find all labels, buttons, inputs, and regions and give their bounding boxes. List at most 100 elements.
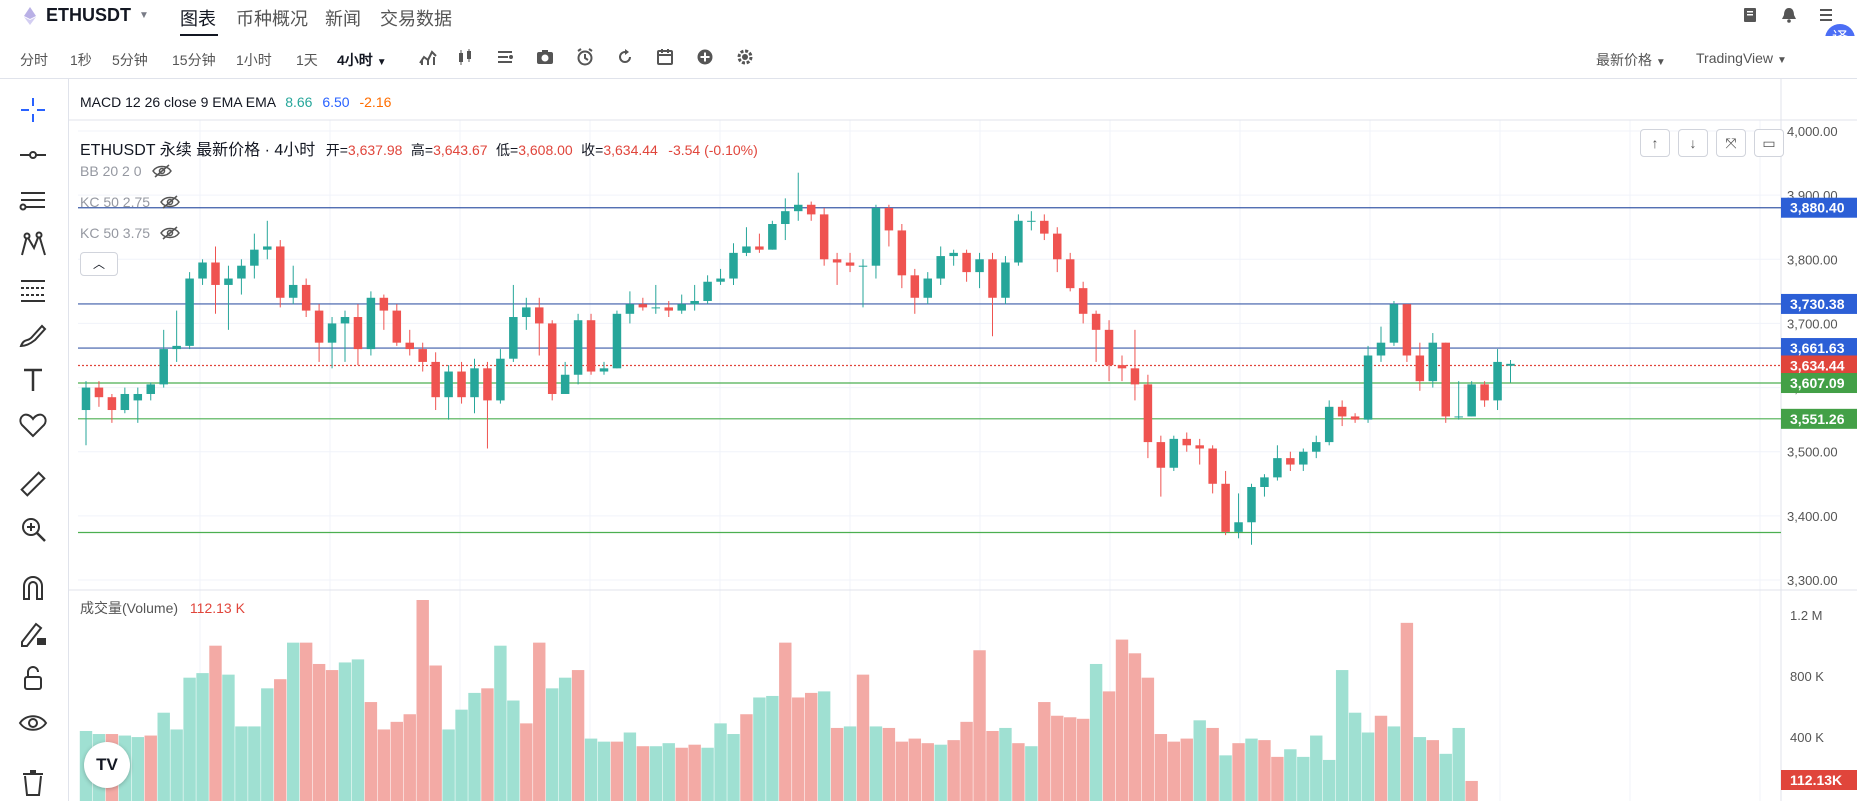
magnet-icon[interactable] xyxy=(18,573,48,603)
volume-bar xyxy=(882,727,896,801)
arrow-down-icon[interactable]: ↓ xyxy=(1678,129,1708,157)
zoom-in-icon[interactable] xyxy=(18,514,48,544)
candle-body xyxy=(496,358,505,401)
candle-body xyxy=(1053,233,1062,260)
interval-4h[interactable]: 4小时 ▼ xyxy=(337,50,387,70)
interval-1d[interactable]: 1天 xyxy=(296,52,318,68)
macd-legend[interactable]: MACD 12 26 close 9 EMA EMA 8.66 6.50 -2.… xyxy=(80,94,391,110)
candle-body xyxy=(1260,477,1269,487)
candlestick-series xyxy=(81,172,1515,545)
candle-body xyxy=(81,387,91,411)
trash-icon[interactable] xyxy=(18,767,48,797)
candle-body xyxy=(1441,342,1450,417)
chart-engine-selector[interactable]: TradingView ▼ xyxy=(1696,50,1787,66)
volume-bar xyxy=(1323,759,1336,801)
price-level-label: 3,730.38 xyxy=(1790,296,1845,312)
candle-body xyxy=(1065,259,1075,289)
candle-body xyxy=(1286,458,1295,465)
eye-hidden-icon[interactable] xyxy=(151,164,172,178)
volume-bar xyxy=(1361,732,1375,801)
collapse-pane-icon[interactable]: ⤧ xyxy=(1716,129,1746,157)
chart-engine-label: TradingView xyxy=(1696,50,1774,66)
volume-bar xyxy=(843,726,857,801)
replay-icon[interactable] xyxy=(615,47,635,67)
add-circle-icon[interactable] xyxy=(695,47,715,67)
interval-1s[interactable]: 1秒 xyxy=(70,52,92,68)
price-type-selector[interactable]: 最新价格 ▼ xyxy=(1596,50,1666,70)
brush-icon[interactable] xyxy=(18,320,48,350)
candle-body xyxy=(366,297,376,350)
settings-icon[interactable] xyxy=(1817,6,1835,24)
note-icon[interactable] xyxy=(1741,6,1759,24)
tradingview-logo[interactable]: TV xyxy=(84,742,130,788)
heart-icon[interactable] xyxy=(18,410,48,440)
volume-bar xyxy=(1012,743,1025,801)
volume-bar xyxy=(507,700,520,801)
volume-bar xyxy=(649,746,662,801)
candle-body xyxy=(845,262,855,266)
alert-icon[interactable] xyxy=(1780,6,1798,24)
candle-body xyxy=(599,368,609,372)
interval-5m[interactable]: 5分钟 xyxy=(112,52,148,68)
candle-body xyxy=(405,342,414,350)
fib-retracement-icon[interactable] xyxy=(18,275,48,305)
candlestick-icon[interactable] xyxy=(455,47,475,67)
bb-indicator[interactable]: BB 20 2 0 xyxy=(80,163,172,179)
volume-bar xyxy=(1258,740,1271,801)
legend-high-label: 高= xyxy=(410,142,434,158)
candle-body xyxy=(1376,342,1386,356)
price-level-badge xyxy=(1781,373,1857,394)
candle-body xyxy=(1247,486,1256,523)
maximize-pane-icon[interactable]: ▭ xyxy=(1754,129,1784,157)
pattern-icon[interactable] xyxy=(18,230,48,260)
kc1-indicator[interactable]: KC 50 2.75 xyxy=(80,194,180,210)
volume-bar xyxy=(1439,753,1452,801)
tab-overview[interactable]: 币种概况 xyxy=(236,9,308,29)
price-axis: 4,000.003,900.003,800.003,700.003,600.00… xyxy=(1781,124,1857,790)
interval-15m[interactable]: 15分钟 xyxy=(172,52,216,68)
candle-body xyxy=(1104,329,1114,366)
candle-body xyxy=(535,307,544,324)
volume-bar xyxy=(830,727,844,801)
volume-bar xyxy=(856,674,870,801)
candle-body xyxy=(768,224,777,250)
calendar-icon[interactable] xyxy=(655,47,675,67)
candle-body xyxy=(651,307,661,309)
tab-chart[interactable]: 图表 xyxy=(180,9,216,29)
crosshair-icon[interactable] xyxy=(18,95,48,125)
candle-body xyxy=(509,317,518,359)
volume-bar xyxy=(584,738,598,801)
alarm-icon[interactable] xyxy=(575,47,595,67)
interval-timeline[interactable]: 分时 xyxy=(20,52,48,68)
chevron-down-icon: ▼ xyxy=(1776,55,1787,66)
symbol-selector[interactable]: ETHUSDT ▼ xyxy=(22,5,149,26)
tab-news[interactable]: 新闻 xyxy=(325,9,361,29)
volume-bar xyxy=(248,726,261,801)
candle-body xyxy=(949,252,958,257)
camera-icon[interactable] xyxy=(535,47,555,67)
chevron-down-icon: ▼ xyxy=(139,10,149,21)
gear-icon[interactable] xyxy=(735,47,755,67)
kc2-indicator[interactable]: KC 50 3.75 xyxy=(80,225,180,241)
volume-bar xyxy=(338,662,352,801)
horizontal-line-icon[interactable] xyxy=(18,140,48,170)
candle-body xyxy=(858,265,868,267)
collapse-indicators-button[interactable]: ︿ xyxy=(80,252,118,276)
indicators-icon[interactable] xyxy=(418,47,438,67)
candle-body xyxy=(418,349,427,362)
parallel-channel-icon[interactable] xyxy=(18,185,48,215)
eye-icon[interactable] xyxy=(18,708,48,738)
volume-label: 成交量(Volume) xyxy=(80,600,179,616)
volume-bar xyxy=(1154,734,1168,801)
arrow-up-icon[interactable]: ↑ xyxy=(1640,129,1670,157)
eye-hidden-icon[interactable] xyxy=(160,195,180,209)
ruler-icon[interactable] xyxy=(18,469,48,499)
eye-hidden-icon[interactable] xyxy=(160,226,180,240)
text-icon[interactable] xyxy=(18,365,48,395)
tab-trading-data[interactable]: 交易数据 xyxy=(380,9,452,29)
lock-icon[interactable] xyxy=(18,663,48,693)
lock-pen-icon[interactable] xyxy=(18,618,48,648)
interval-1h[interactable]: 1小时 xyxy=(236,52,272,68)
template-icon[interactable] xyxy=(495,47,515,67)
